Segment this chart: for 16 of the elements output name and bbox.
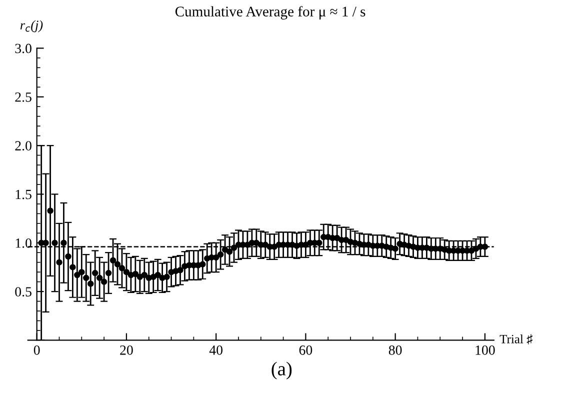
y-tick-label: 2.0 [15,141,32,151]
x-tick-label: 100 [476,345,495,355]
chart-title: Cumulative Average for μ ≈ 1 / s [175,6,366,20]
x-tick-label: 80 [388,345,402,355]
y-tick-label: 1.5 [16,190,32,200]
x-tick-label: 0 [34,345,40,355]
x-tick-label: 60 [299,345,312,355]
y-tick-label: 1.0 [16,238,32,248]
y-tick-label: 0.5 [15,287,32,297]
y-tick-label: 2.5 [15,92,32,102]
x-axis-title: Trial ♯ [500,334,533,344]
y-axis-title: r$_{c}$(j) [20,20,43,32]
y-tick-label: 3.0 [15,44,32,54]
x-tick-label: 40 [209,345,222,355]
text: (a) [272,362,292,380]
x-tick-label: 20 [120,345,133,355]
